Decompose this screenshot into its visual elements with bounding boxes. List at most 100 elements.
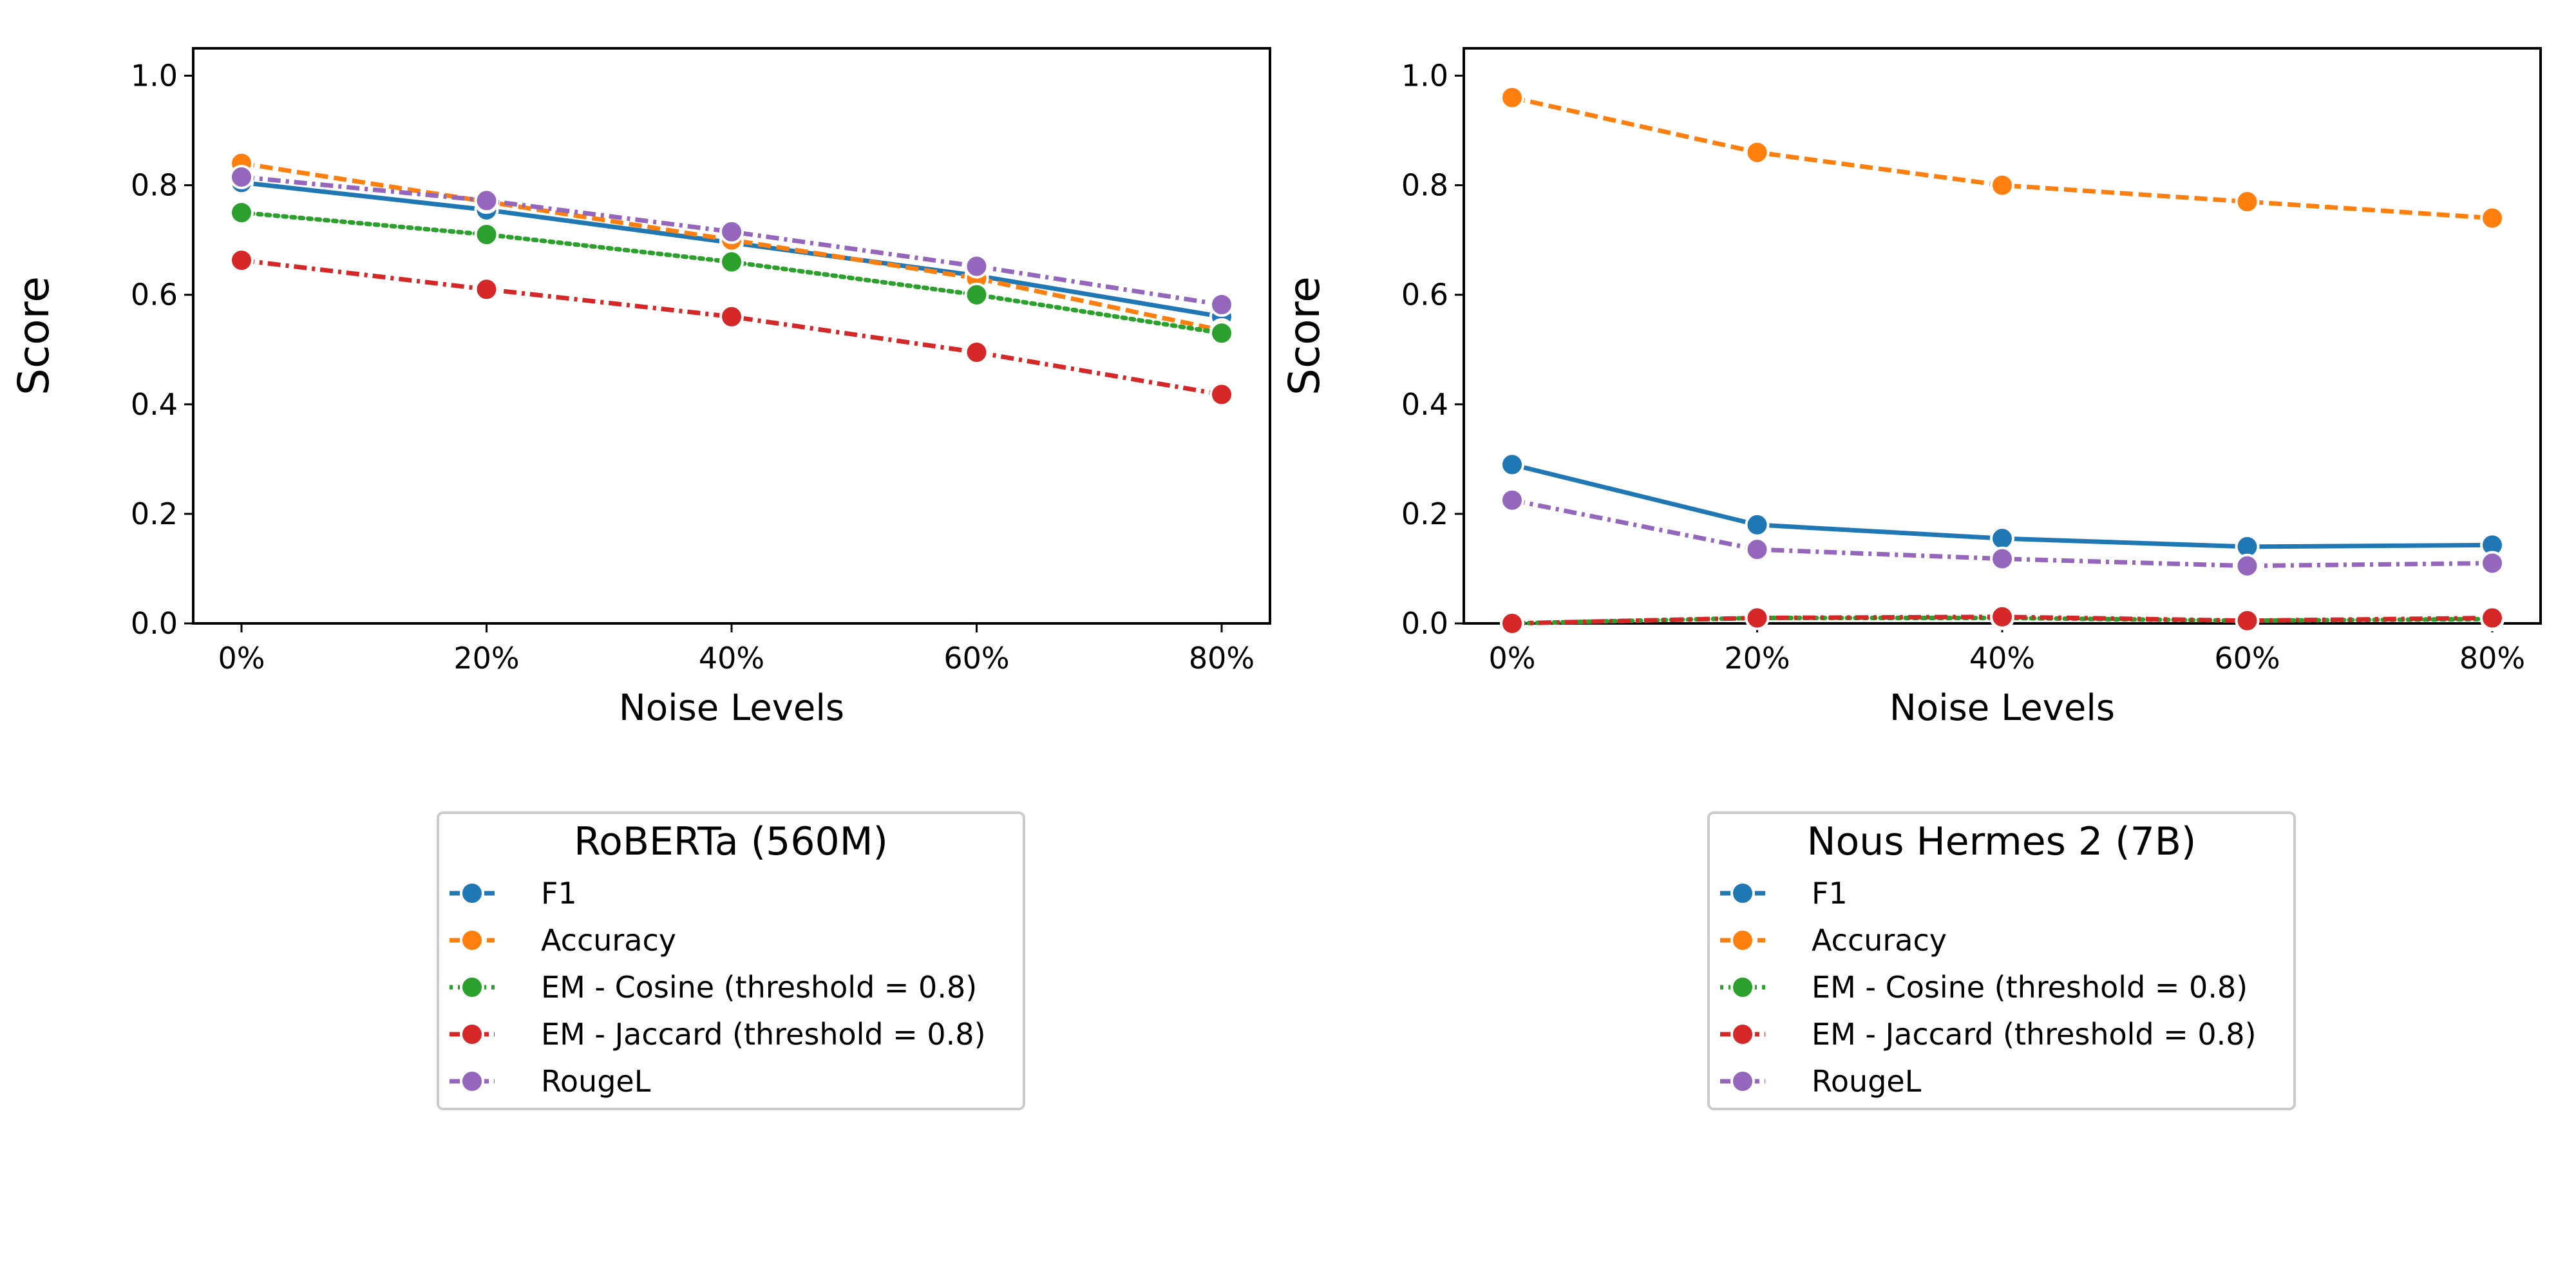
legend-swatch-marker — [1730, 975, 1755, 999]
legend-label: F1 — [541, 876, 577, 911]
series-em-jaccard-threshold-0-8 — [229, 248, 1234, 407]
legend-item-f1: F1 — [450, 876, 577, 911]
x-axis-label: Noise Levels — [619, 687, 844, 729]
series-rougel — [229, 164, 1234, 317]
data-point — [964, 254, 989, 279]
legend-swatch-marker — [460, 1022, 484, 1046]
legend-swatch-marker — [460, 881, 484, 905]
x-tick-label: 0% — [1489, 641, 1536, 676]
data-point — [2480, 205, 2505, 231]
legend-item-em-cosine-threshold-0-8: EM - Cosine (threshold = 0.8) — [1720, 970, 2248, 1005]
legend-box — [437, 811, 1025, 1110]
series-line — [1511, 614, 2493, 626]
y-tick-label: 0.6 — [1401, 278, 1448, 312]
series-rougel — [1500, 488, 2505, 578]
series-line — [241, 175, 1222, 307]
x-tick-label: 40% — [699, 641, 764, 676]
chart-roberta: 0.0 0.2 0.4 0.6 0.8 1.0 0% 20% 40% 60% 80% Noise Le… — [9, 47, 1271, 1110]
legend-item-em-jaccard-threshold-0-8: EM - Jaccard (threshold = 0.8) — [1720, 1017, 2257, 1052]
legend-swatch-marker — [460, 928, 484, 952]
data-point — [474, 222, 499, 247]
y-axis-label: Score — [9, 276, 59, 395]
series-accuracy — [1500, 85, 2505, 231]
chart-nous-hermes: 0.0 0.2 0.4 0.6 0.8 1.0 0% 20% 40% 60% 80% Noise Le… — [1280, 47, 2542, 1110]
legend-label: EM - Cosine (threshold = 0.8) — [1812, 970, 2248, 1005]
plot-frame — [192, 47, 1271, 625]
legend-swatch-marker — [460, 975, 484, 999]
x-tick-label: 60% — [2214, 641, 2280, 676]
data-point — [1745, 605, 1770, 630]
legend-item-em-jaccard-threshold-0-8: EM - Jaccard (threshold = 0.8) — [450, 1017, 986, 1052]
y-tick-label: 0.4 — [1401, 387, 1448, 422]
series-f1 — [1500, 452, 2505, 559]
x-tick-label: 20% — [1724, 641, 1790, 676]
x-tick-label: 80% — [2459, 641, 2525, 676]
data-point — [1209, 321, 1234, 346]
data-point — [1990, 604, 2014, 629]
legend-swatch-marker — [1730, 928, 1755, 952]
y-tick-label: 0.8 — [1401, 168, 1448, 203]
legend-label: RougeL — [541, 1064, 651, 1099]
y-tick-label: 0.0 — [131, 606, 178, 641]
legend-title: RoBERTa (560M) — [574, 819, 888, 864]
legend-swatch-marker — [1730, 1069, 1755, 1094]
data-point — [474, 277, 499, 302]
data-point — [2235, 189, 2260, 214]
legend-label: EM - Jaccard (threshold = 0.8) — [541, 1017, 986, 1052]
legend-label: EM - Cosine (threshold = 0.8) — [541, 970, 977, 1005]
data-point — [1500, 488, 1524, 513]
data-point — [1990, 546, 2014, 571]
series-line — [1511, 95, 2493, 221]
data-point — [1990, 526, 2014, 551]
data-point — [474, 188, 499, 213]
x-tick-label: 0% — [218, 641, 265, 676]
y-tick-label: 0.2 — [131, 497, 178, 531]
legend-label: EM - Jaccard (threshold = 0.8) — [1812, 1017, 2257, 1052]
data-point — [229, 164, 254, 189]
legend-item-accuracy: Accuracy — [1720, 923, 1947, 958]
data-point — [229, 200, 254, 225]
data-point — [719, 219, 744, 244]
y-tick-label: 0.0 — [1401, 606, 1448, 641]
legend-item-em-cosine-threshold-0-8: EM - Cosine (threshold = 0.8) — [450, 970, 977, 1005]
data-point — [1500, 85, 1524, 110]
legend-title: Nous Hermes 2 (7B) — [1807, 819, 2197, 864]
legend-label: Accuracy — [541, 923, 676, 958]
y-tick-label: 0.2 — [1401, 497, 1448, 531]
legend-item-accuracy: Accuracy — [450, 923, 676, 958]
data-point — [2480, 605, 2505, 630]
data-point — [719, 304, 744, 329]
legend: Nous Hermes 2 (7B) F1 Accuracy EM - Cosine … — [1707, 811, 2296, 1110]
data-point — [1745, 140, 1770, 165]
x-tick-label: 40% — [1969, 641, 2035, 676]
series-em-cosine-threshold-0-8 — [229, 200, 1234, 346]
x-axis-label: Noise Levels — [1889, 687, 2115, 729]
legend-label: Accuracy — [1812, 923, 1947, 958]
legend-label: RougeL — [1812, 1064, 1922, 1099]
x-tick-label: 60% — [943, 641, 1009, 676]
data-point — [1209, 382, 1234, 407]
y-tick-label: 0.8 — [131, 168, 178, 203]
data-point — [2480, 551, 2505, 576]
y-tick-label: 0.4 — [131, 387, 178, 422]
series-em-jaccard-threshold-0-8 — [1500, 604, 2505, 636]
x-tick-label: 80% — [1189, 641, 1255, 676]
legend: RoBERTa (560M) F1 Accuracy EM - Cosine (thr… — [437, 811, 1025, 1110]
data-point — [1745, 512, 1770, 537]
data-point — [1500, 611, 1524, 636]
data-point — [2235, 553, 2260, 578]
data-point — [1745, 537, 1770, 562]
data-point — [719, 249, 744, 274]
data-point — [229, 248, 254, 273]
data-point — [964, 282, 989, 307]
legend-box — [1707, 811, 2296, 1110]
legend-swatch-marker — [1730, 1022, 1755, 1046]
data-point — [1990, 173, 2014, 198]
legend-item-rougel: RougeL — [450, 1064, 651, 1099]
y-axis-label: Score — [1280, 276, 1329, 395]
y-tick-label: 1.0 — [131, 59, 178, 93]
data-point — [2235, 608, 2260, 633]
legend-label: F1 — [1812, 876, 1848, 911]
data-point — [1500, 452, 1524, 477]
